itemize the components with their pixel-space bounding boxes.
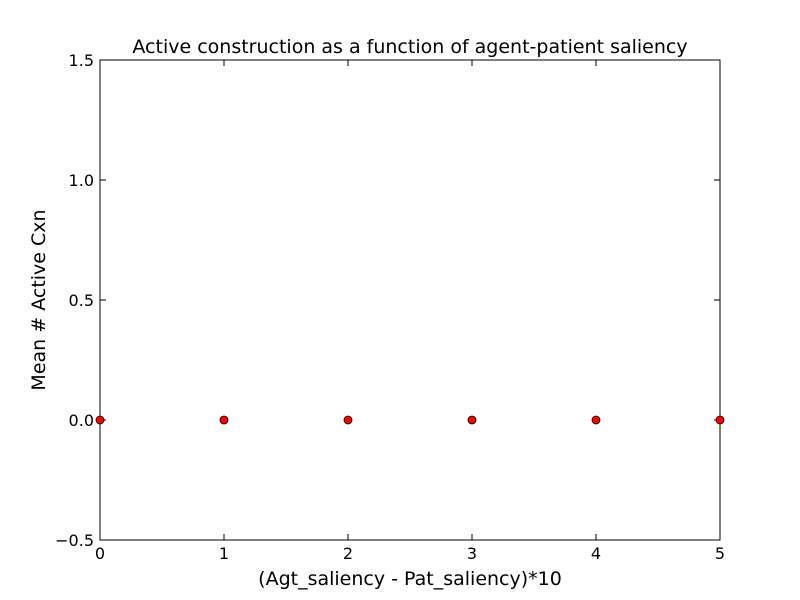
y-tick-label: 0.5	[69, 291, 94, 310]
y-tick-label: 1.0	[69, 171, 94, 190]
data-point	[343, 415, 353, 425]
x-tick-label: 2	[343, 544, 353, 563]
y-tick-label: 0.0	[69, 411, 94, 430]
x-tick-label: 3	[467, 544, 477, 563]
y-tick-label: −0.5	[55, 531, 94, 550]
data-point	[715, 415, 725, 425]
x-tick-label: 5	[715, 544, 725, 563]
x-tick-label: 4	[591, 544, 601, 563]
data-point	[219, 415, 229, 425]
x-axis-label: (Agt_saliency - Pat_saliency)*10	[258, 568, 562, 590]
x-tick-label: 1	[219, 544, 229, 563]
y-axis-label: Mean # Active Cxn	[28, 209, 50, 390]
data-point	[591, 415, 601, 425]
chart-title: Active construction as a function of age…	[132, 36, 687, 58]
x-tick-label: 0	[95, 544, 105, 563]
data-point	[95, 415, 105, 425]
plot-area: 0 1 2 3 4 5 −0.5 0.0 0.5 1.0 1.5	[55, 51, 725, 563]
data-point	[467, 415, 477, 425]
y-tick-label: 1.5	[69, 51, 94, 70]
plot-frame	[99, 59, 721, 541]
